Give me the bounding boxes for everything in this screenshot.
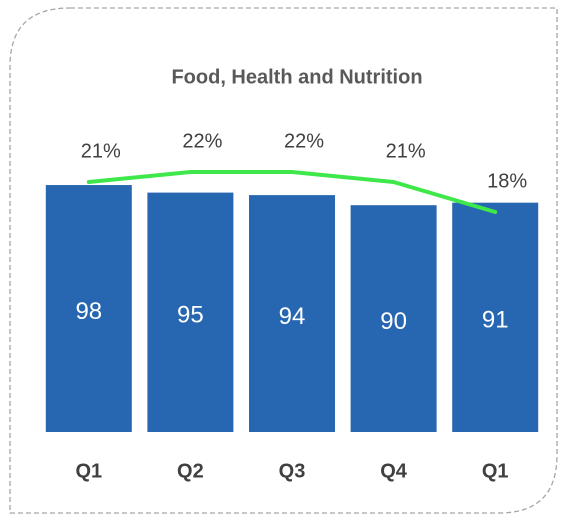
x-tick-label: Q3 (279, 460, 306, 482)
bar-value-label: 94 (279, 303, 306, 330)
line-value-label: 21% (386, 140, 426, 162)
line-value-label: 22% (284, 130, 324, 152)
panel-border (9, 7, 558, 514)
bar-value-label: 90 (380, 308, 407, 335)
bar (452, 202, 539, 432)
x-tick-label: Q4 (380, 460, 408, 482)
bar-value-label: 98 (75, 298, 102, 325)
bar-value-label: 91 (482, 307, 509, 334)
line-value-label: 21% (81, 140, 121, 162)
bar (350, 205, 437, 432)
chart-title: Food, Health and Nutrition (171, 66, 422, 88)
x-tick-label: Q1 (482, 460, 509, 482)
x-tick-label: Q1 (75, 460, 102, 482)
line-value-label: 18% (487, 170, 527, 192)
x-tick-label: Q2 (177, 460, 204, 482)
line-value-label: 22% (182, 130, 222, 152)
line (86, 170, 498, 214)
bar (45, 185, 132, 432)
bar-value-label: 95 (177, 302, 204, 329)
bar (249, 195, 335, 432)
bar (147, 192, 234, 432)
